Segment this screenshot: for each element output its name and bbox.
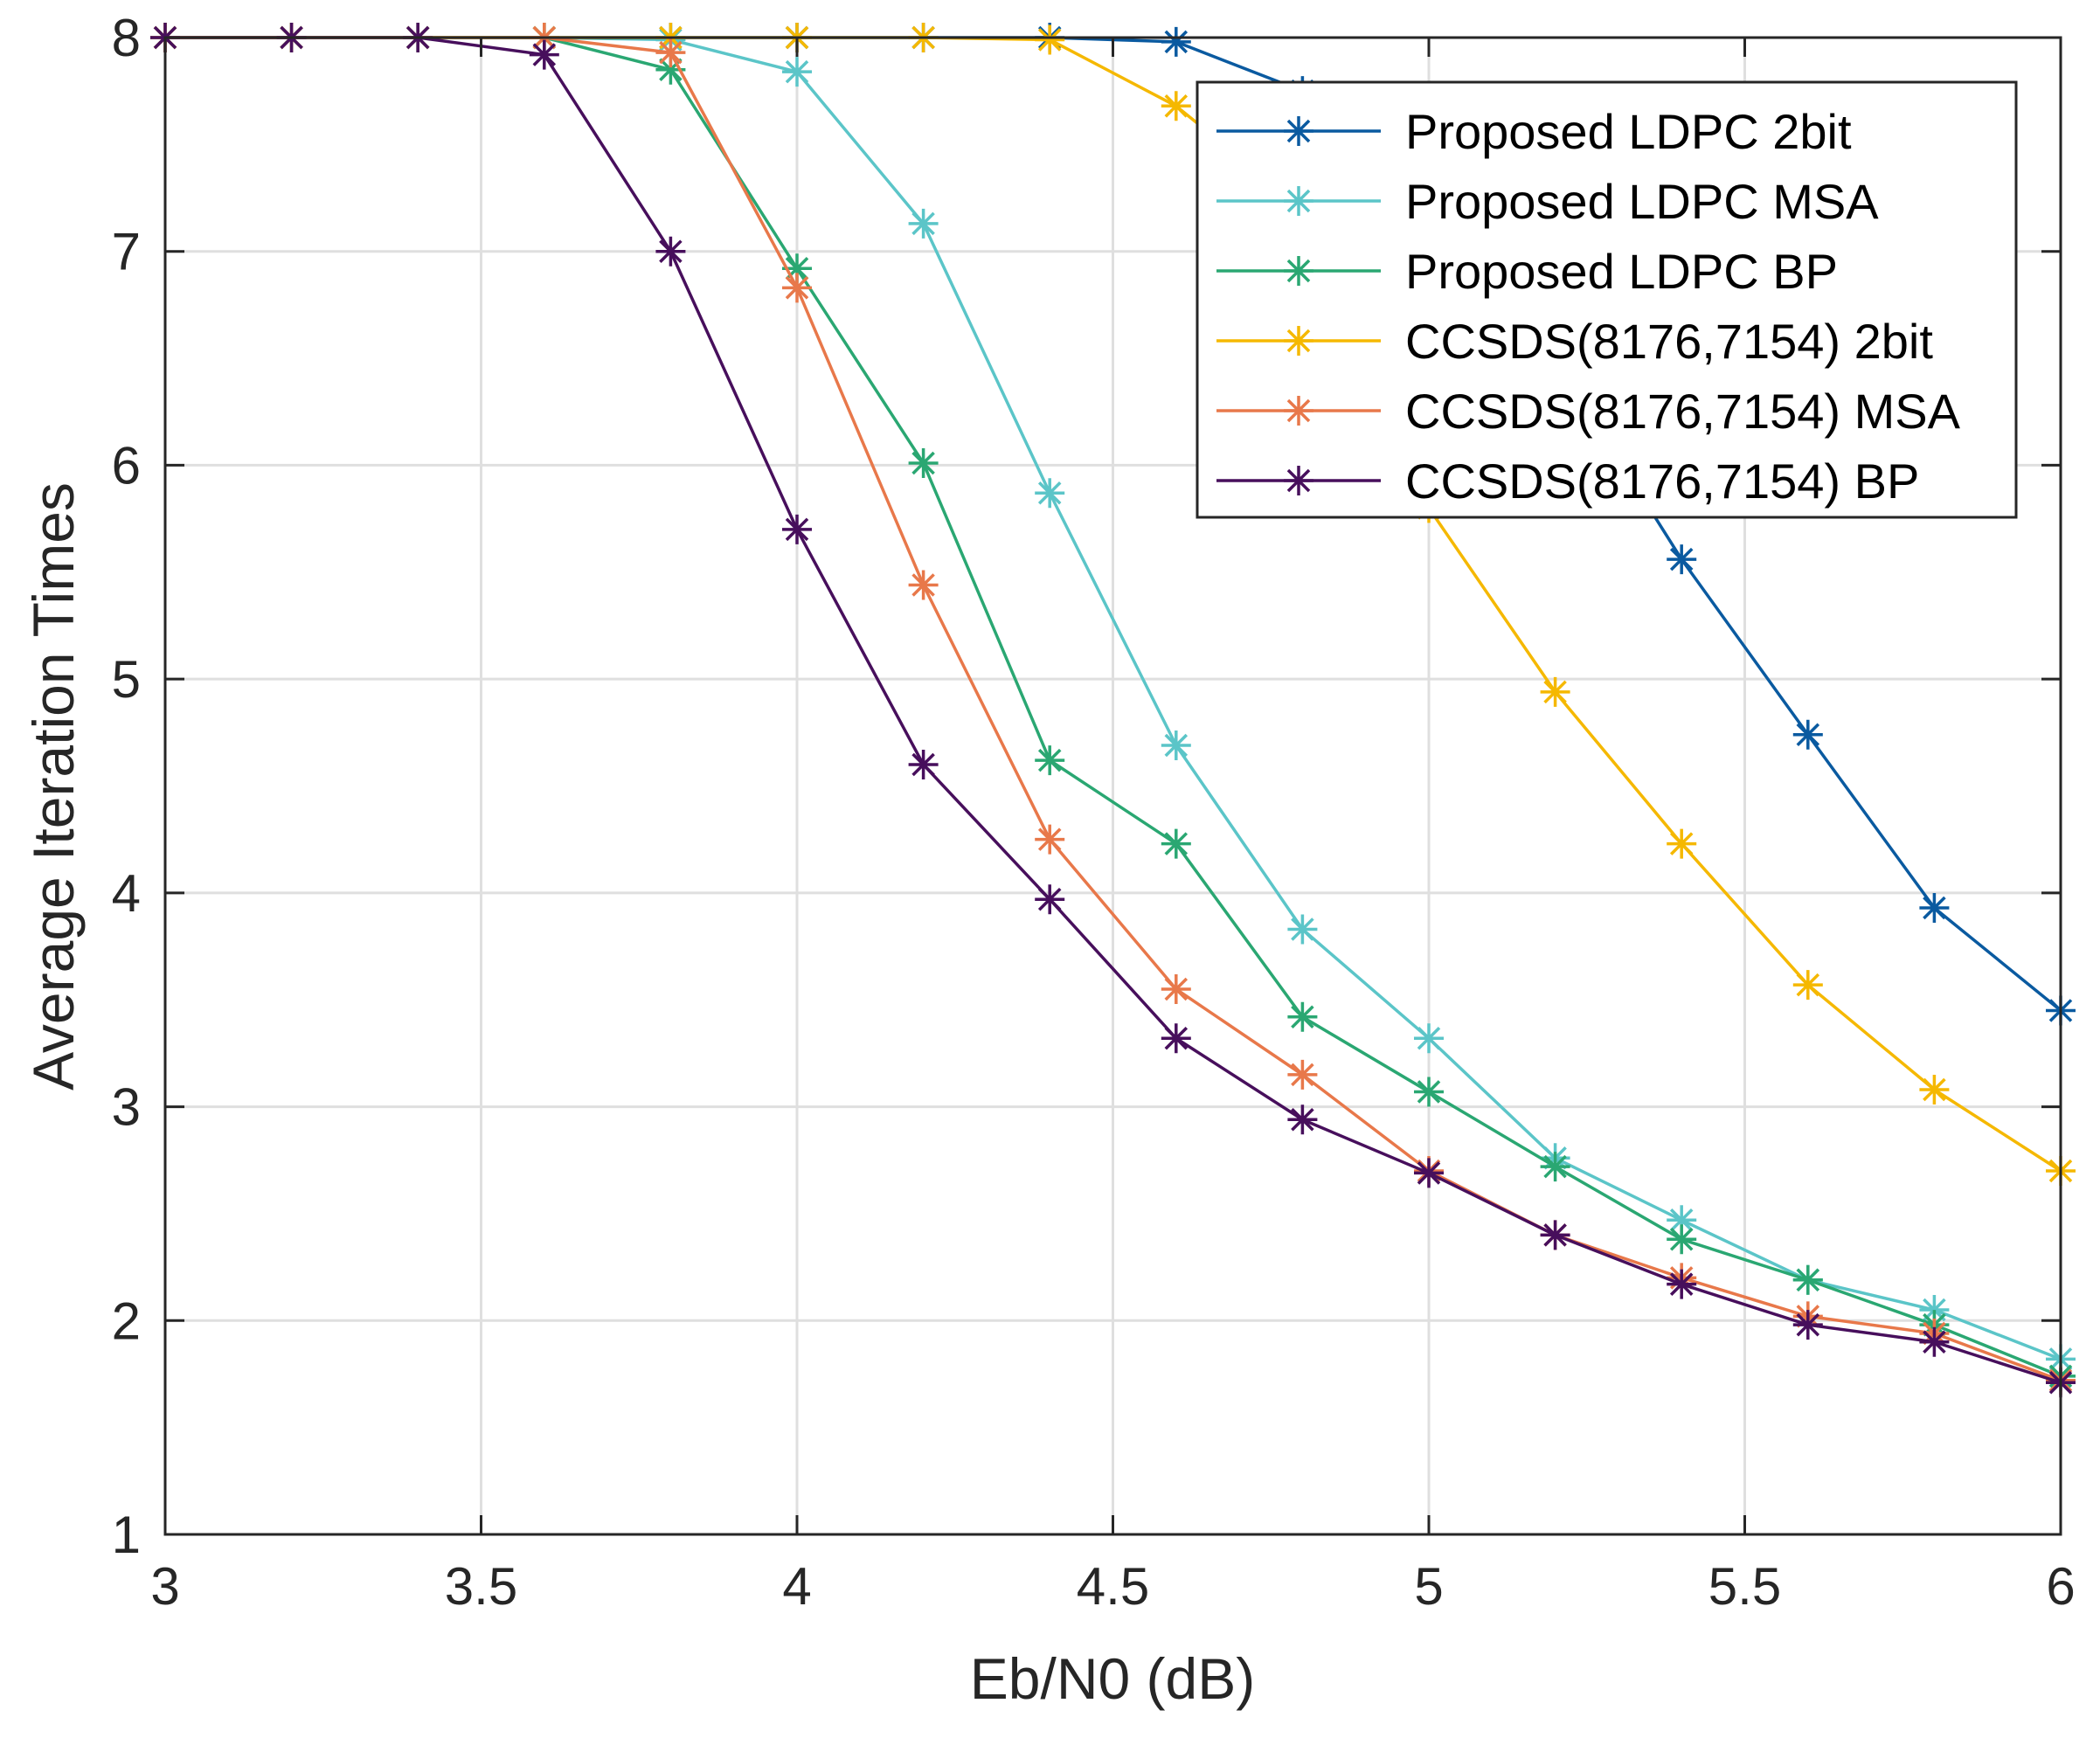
y-tick-label: 2 (112, 1291, 141, 1350)
legend-label: CCSDS(8176,7154) 2bit (1405, 314, 1933, 369)
data-point (908, 208, 939, 239)
data-point (1414, 1023, 1444, 1054)
legend-entry: Proposed LDPC BP (1216, 244, 1838, 299)
x-tick-label: 5.5 (1708, 1557, 1781, 1616)
data-point (1792, 1264, 1823, 1295)
data-point (1035, 24, 1065, 55)
data-point (1540, 676, 1570, 707)
data-point (782, 273, 812, 303)
legend-label: CCSDS(8176,7154) BP (1405, 454, 1919, 509)
x-tick-label: 3.5 (445, 1557, 517, 1616)
legend-entry: CCSDS(8176,7154) MSA (1216, 384, 1961, 439)
data-point (782, 57, 812, 87)
y-tick-label: 6 (112, 436, 141, 495)
data-point (1540, 1152, 1570, 1182)
data-point (655, 38, 686, 68)
data-point (1792, 970, 1823, 1001)
y-tick-label: 3 (112, 1078, 141, 1137)
data-point (1287, 914, 1318, 945)
x-tick-label: 4.5 (1077, 1557, 1149, 1616)
data-point (1667, 1224, 1697, 1255)
data-point (908, 447, 939, 478)
data-point (1161, 973, 1191, 1004)
legend-marker (1284, 396, 1313, 426)
data-point (1161, 828, 1191, 859)
data-point (1414, 1077, 1444, 1107)
data-point (1667, 1205, 1697, 1236)
data-point (1287, 1104, 1318, 1135)
data-point (1161, 26, 1191, 57)
data-point (782, 253, 812, 284)
legend-marker (1284, 256, 1313, 286)
data-point (1667, 544, 1697, 575)
y-tick-label: 7 (112, 223, 141, 281)
y-tick-label: 1 (112, 1506, 141, 1564)
x-tick-label: 5 (1414, 1557, 1443, 1616)
legend-marker (1284, 186, 1313, 216)
data-point (908, 750, 939, 780)
legend-label: Proposed LDPC 2bit (1405, 104, 1852, 159)
axis-ticks: 3 3.5 4 4.5 5 5.5 6 1 2 3 4 5 6 7 8 (112, 9, 2076, 1616)
x-tick-label: 6 (2046, 1557, 2075, 1616)
legend-entry: Proposed LDPC MSA (1216, 174, 1879, 229)
legend-label: CCSDS(8176,7154) MSA (1405, 384, 1961, 439)
data-point (655, 54, 686, 85)
data-point (529, 39, 559, 70)
data-point (1035, 745, 1065, 776)
data-point (1667, 828, 1697, 859)
data-point (1919, 1074, 1950, 1104)
data-point (1919, 892, 1950, 923)
data-point (1287, 1001, 1318, 1032)
legend-marker (1284, 466, 1313, 495)
y-tick-label: 8 (112, 9, 141, 67)
legend-label: Proposed LDPC MSA (1405, 174, 1879, 229)
data-point (908, 570, 939, 600)
data-point (1161, 91, 1191, 121)
x-tick-label: 3 (150, 1557, 179, 1616)
data-point (1540, 1220, 1570, 1250)
legend-marker (1284, 116, 1313, 146)
legend: Proposed LDPC 2bit Proposed LDPC MSA Propo… (1196, 80, 2018, 519)
data-point (1161, 731, 1191, 761)
legend-entry: CCSDS(8176,7154) BP (1216, 454, 1919, 509)
data-point (655, 236, 686, 267)
data-point (1414, 1158, 1444, 1188)
x-tick-label: 4 (782, 1557, 811, 1616)
data-point (1667, 1269, 1697, 1299)
legend-entry: CCSDS(8176,7154) 2bit (1216, 314, 1933, 369)
legend-entry: Proposed LDPC 2bit (1216, 104, 1852, 159)
data-point (1919, 1295, 1950, 1326)
data-point (1919, 1326, 1950, 1357)
data-point (1792, 719, 1823, 750)
legend-label: Proposed LDPC BP (1405, 244, 1838, 299)
y-axis-title: Average Iteration Times (21, 482, 86, 1091)
data-point (1035, 478, 1065, 509)
x-axis-title: Eb/N0 (dB) (970, 1646, 1255, 1711)
legend-box (1196, 80, 2018, 519)
data-point (1161, 1023, 1191, 1054)
legend-marker (1284, 326, 1313, 356)
data-point (1792, 1310, 1823, 1340)
data-point (1035, 884, 1065, 915)
data-point (1287, 1059, 1318, 1090)
y-tick-label: 4 (112, 864, 141, 923)
data-point (1035, 824, 1065, 855)
y-tick-label: 5 (112, 650, 141, 709)
data-point (782, 514, 812, 544)
